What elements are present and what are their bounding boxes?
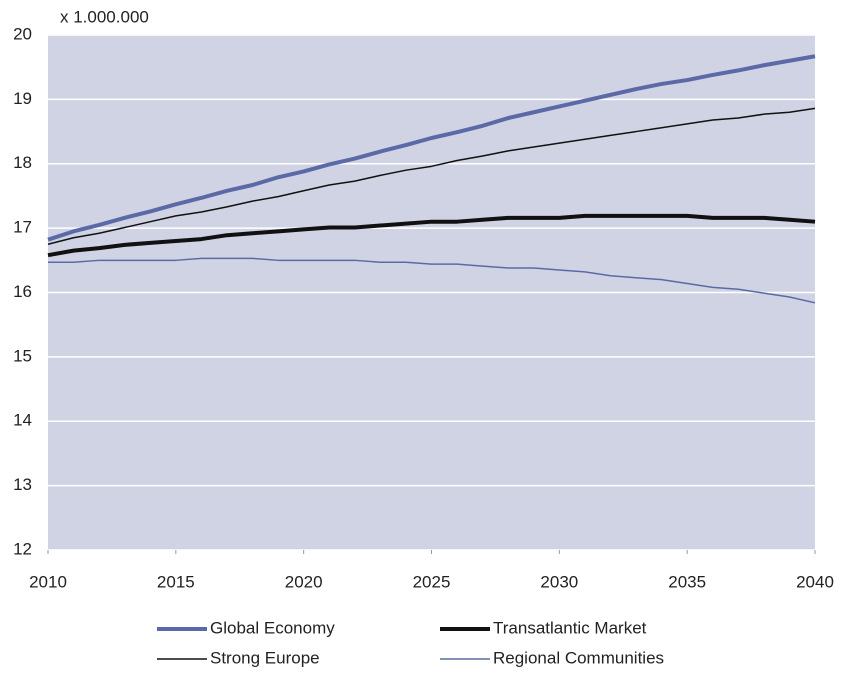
x-tick-label: 2040	[796, 572, 834, 591]
y-tick-label: 13	[13, 475, 32, 494]
legend-label: Regional Communities	[493, 648, 664, 667]
y-tick-label: 12	[13, 539, 32, 558]
y-tick-label: 20	[13, 24, 32, 43]
x-tick-label: 2035	[668, 572, 706, 591]
y-axis-unit: x 1.000.000	[60, 7, 149, 26]
series-line	[48, 257, 816, 304]
y-tick-label: 19	[13, 89, 32, 108]
x-tick-label: 2020	[285, 572, 323, 591]
legend-label: Strong Europe	[210, 648, 320, 667]
x-tick-label: 2015	[157, 572, 195, 591]
series-line	[47, 213, 816, 258]
x-tick-label: 2010	[29, 572, 67, 591]
series-line	[47, 54, 816, 242]
y-tick-label: 15	[13, 346, 32, 365]
x-tick-label: 2025	[413, 572, 451, 591]
legend-label: Transatlantic Market	[493, 618, 647, 637]
y-tick-label: 16	[13, 282, 32, 301]
series-line	[47, 107, 816, 245]
y-tick-label: 14	[13, 411, 32, 430]
x-tick-label: 2030	[540, 572, 578, 591]
legend-label: Global Economy	[210, 618, 335, 637]
y-tick-label: 18	[13, 153, 32, 172]
y-tick-label: 17	[13, 218, 32, 237]
